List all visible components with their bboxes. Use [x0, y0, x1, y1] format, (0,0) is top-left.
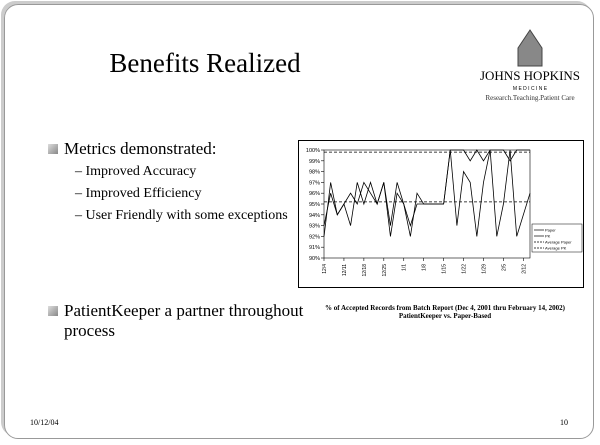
sub-bullet-text: Improved Accuracy	[85, 164, 197, 179]
y-tick-label: 93%	[309, 224, 320, 230]
y-tick-label: 94%	[309, 213, 320, 219]
sub-bullet: – Improved Accuracy	[75, 164, 197, 179]
sub-bullet-text: User Friendly with some exceptions	[85, 208, 288, 223]
footer-date: 10/12/04	[30, 418, 59, 427]
y-tick-label: 91%	[309, 245, 320, 251]
bullet-icon	[48, 306, 58, 316]
bullet: PatientKeeper a partner throughout proce…	[48, 301, 314, 341]
logo-shield	[517, 29, 543, 67]
legend-label: Average PK	[545, 246, 567, 251]
y-tick-label: 98%	[309, 170, 320, 176]
x-tick-label: 12/25	[382, 264, 388, 277]
y-tick-label: 99%	[309, 159, 320, 165]
x-tick-label: 1/1	[402, 264, 408, 271]
x-tick-label: 1/22	[462, 264, 468, 274]
legend-label: Average Paper	[545, 240, 572, 245]
legend-box	[531, 223, 583, 253]
chart-caption: % of Accepted Records from Batch Report …	[305, 304, 585, 320]
slide-frame	[4, 4, 594, 439]
bullet-text: Metrics demonstrated:	[64, 139, 217, 158]
chart: 90% 91% 92% 93% 94% 95% 96% 97% 98% 99% 100% 12/4 12…	[298, 140, 584, 288]
y-tick-label: 92%	[309, 234, 320, 240]
page-number: 10	[560, 418, 568, 427]
y-tick-label: 97%	[309, 180, 320, 186]
subcaption: PatientKeeper vs. Paper-Based	[398, 312, 492, 320]
series-line	[323, 149, 530, 227]
sub-bullet-text: Improved Efficiency	[85, 186, 202, 201]
y-tick-label: 96%	[309, 191, 320, 197]
x-tick-label: 1/8	[422, 264, 428, 271]
x-tick-label: 1/15	[442, 264, 448, 274]
x-tick-label: 2/12	[521, 264, 527, 274]
legend-label: PK	[545, 234, 551, 239]
x-tick-label: 12/4	[322, 264, 328, 274]
x-tick-label: 12/11	[342, 264, 348, 276]
bullet-icon	[48, 144, 58, 154]
sub-bullet: – User Friendly with some exceptions	[75, 208, 288, 223]
legend-label: Paper	[545, 228, 556, 233]
y-tick-label: 90%	[309, 256, 320, 262]
logo-tagline: Research.Teaching.Patient Care	[485, 94, 574, 102]
x-tick-label: 2/5	[501, 264, 507, 271]
logo-sub: M E D I C I N E	[513, 86, 548, 92]
bullet-text: PatientKeeper a partner throughout proce…	[64, 301, 304, 340]
bullet: Metrics demonstrated:	[48, 139, 217, 159]
logo-name: JOHNS HOPKINS	[480, 68, 580, 83]
x-tick-label: 12/18	[362, 264, 368, 277]
y-tick-label: 100%	[306, 148, 320, 154]
slide-title: Benefits Realized	[109, 48, 301, 78]
x-tick-label: 1/29	[481, 264, 487, 274]
chart-border	[298, 140, 584, 288]
logo: JOHNS HOPKINS M E D I C I N E Research.T…	[480, 29, 580, 102]
caption: % of Accepted Records from Batch Report …	[325, 304, 565, 312]
y-tick-label: 95%	[309, 202, 320, 208]
sub-bullet: – Improved Efficiency	[75, 186, 202, 201]
